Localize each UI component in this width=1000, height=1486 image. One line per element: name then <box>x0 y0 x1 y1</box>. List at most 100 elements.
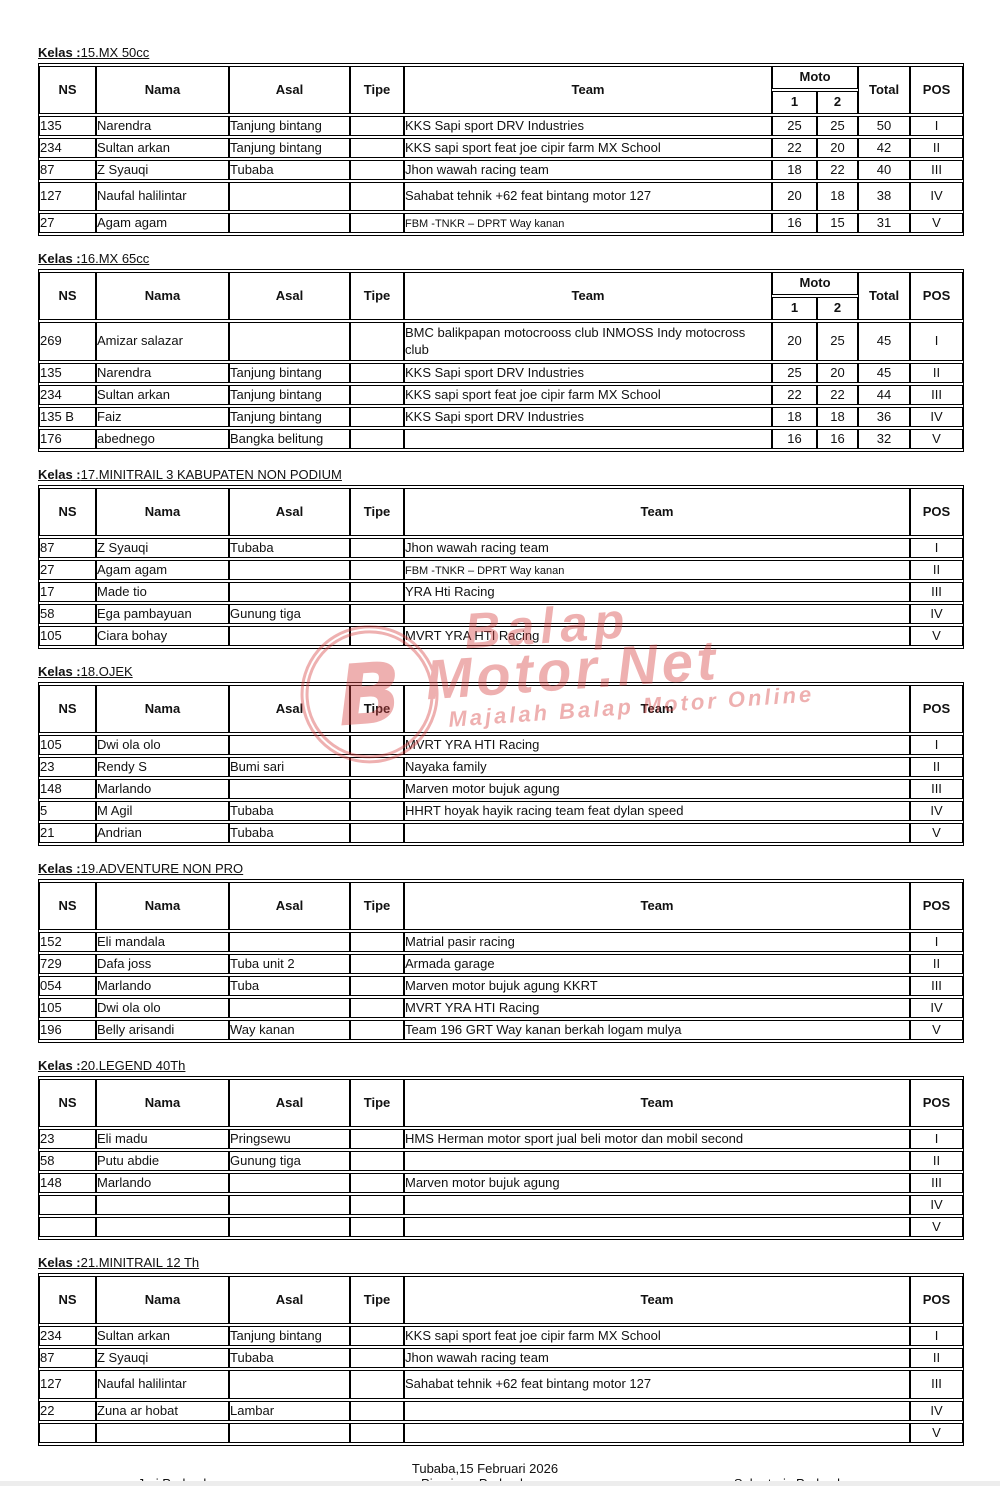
cell-asal: Tanjung bintang <box>229 407 350 427</box>
cell-total: 50 <box>858 116 911 136</box>
cell-pos: V <box>910 429 964 449</box>
results-table: NS Nama Asal Tipe Team Moto Total POS 1 2 135 Naren… <box>38 63 965 236</box>
cell-nama: Andrian <box>96 823 229 843</box>
table-row: 105 Dwi ola olo MVRT YRA HTI Racing IV <box>39 998 963 1018</box>
col-header-pos: POS <box>910 488 963 536</box>
cell-ns: 58 <box>39 604 96 624</box>
cell-tipe <box>350 385 404 405</box>
cell-pos: II <box>910 1151 963 1171</box>
cell-ns: 234 <box>39 1326 96 1346</box>
table-row: V <box>39 1423 963 1443</box>
col-header-pos: POS <box>910 66 964 114</box>
cell-asal: Tubaba <box>229 801 350 821</box>
cell-asal <box>229 213 350 233</box>
cell-nama: Naufal halilintar <box>96 1370 229 1399</box>
col-header-team: Team <box>404 1079 910 1127</box>
cell-moto2: 15 <box>817 213 859 233</box>
col-header-team: Team <box>404 272 772 320</box>
table-row: 234 Sultan arkan Tanjung bintang KKS sapi s… <box>39 385 964 405</box>
cell-tipe <box>350 757 404 777</box>
cell-team: Matrial pasir racing <box>404 932 910 952</box>
kelas-title: Kelas :17.MINITRAIL 3 KABUPATEN NON PODI… <box>38 467 962 482</box>
cell-pos: V <box>910 1423 963 1443</box>
cell-team <box>404 604 910 624</box>
cell-asal <box>229 735 350 755</box>
cell-pos: II <box>910 138 964 158</box>
cell-nama: Dwi ola olo <box>96 998 229 1018</box>
cell-tipe <box>350 1423 404 1443</box>
cell-team: YRA Hti Racing <box>404 582 910 602</box>
cell-pos: I <box>910 1326 963 1346</box>
cell-pos: II <box>910 954 963 974</box>
cell-pos: IV <box>910 801 963 821</box>
table-row: V <box>39 1217 963 1237</box>
cell-tipe <box>350 1401 404 1421</box>
cell-total: 38 <box>858 182 911 211</box>
header-row: NS Nama Asal Tipe Team POS <box>39 685 963 733</box>
cell-pos: V <box>910 626 963 646</box>
results-table: NS Nama Asal Tipe Team POS 87 Z Syauqi Tubaba Jho… <box>38 485 964 649</box>
cell-ns: 135 B <box>39 407 96 427</box>
cell-nama: Dafa joss <box>96 954 229 974</box>
table-row: 234 Sultan arkan Tanjung bintang KKS sapi s… <box>39 138 964 158</box>
kelas-value: 16.MX 65cc <box>80 251 150 266</box>
table-row: 234 Sultan arkan Tanjung bintang KKS sapi s… <box>39 1326 963 1346</box>
cell-ns: 23 <box>39 1129 96 1149</box>
cell-ns: 152 <box>39 932 96 952</box>
cell-team <box>404 1401 910 1421</box>
cell-asal: Tubaba <box>229 1348 350 1368</box>
table-row: 87 Z Syauqi Tubaba Jhon wawah racing team I <box>39 538 963 558</box>
col-header-asal: Asal <box>229 685 350 733</box>
kelas-title: Kelas :16.MX 65cc <box>38 251 962 266</box>
cell-team: KKS Sapi sport DRV Industries <box>404 407 772 427</box>
cell-moto2: 16 <box>817 429 859 449</box>
cell-pos: IV <box>910 182 964 211</box>
cell-team: Jhon wawah racing team <box>404 160 772 180</box>
cell-team: KKS Sapi sport DRV Industries <box>404 116 772 136</box>
cell-nama: Z Syauqi <box>96 1348 229 1368</box>
cell-pos: III <box>910 1173 963 1193</box>
cell-asal: Tubaba <box>229 538 350 558</box>
cell-pos: I <box>910 735 963 755</box>
table-row: 105 Ciara bohay MVRT YRA HTI Racing V <box>39 626 963 646</box>
cell-pos: IV <box>910 998 963 1018</box>
cell-ns: 21 <box>39 823 96 843</box>
cell-moto1: 22 <box>772 138 817 158</box>
cell-tipe <box>350 363 404 383</box>
cell-asal: Bangka belitung <box>229 429 350 449</box>
col-header-tipe: Tipe <box>350 488 404 536</box>
col-header-team: Team <box>404 66 772 114</box>
cell-team <box>404 1151 910 1171</box>
tables-container: Kelas :15.MX 50cc NS Nama Asal Tipe Team Moto T… <box>38 45 965 1446</box>
cell-ns: 87 <box>39 160 96 180</box>
cell-ns: 176 <box>39 429 96 449</box>
cell-moto1: 18 <box>772 407 817 427</box>
table-row: 58 Putu abdie Gunung tiga II <box>39 1151 963 1171</box>
table-row: 27 Agam agam FBM -TNKR – DPRT Way kanan II <box>39 560 963 580</box>
cell-pos: IV <box>910 407 964 427</box>
cell-asal <box>229 626 350 646</box>
cell-nama: Sultan arkan <box>96 1326 229 1346</box>
cell-tipe <box>350 582 404 602</box>
cell-nama: Marlando <box>96 779 229 799</box>
cell-nama <box>96 1423 229 1443</box>
cell-asal: Tanjung bintang <box>229 363 350 383</box>
cell-moto2: 18 <box>817 182 859 211</box>
cell-asal: Tuba <box>229 976 350 996</box>
cell-pos: II <box>910 363 964 383</box>
results-table: NS Nama Asal Tipe Team POS 23 Eli madu Pringsewu… <box>38 1076 964 1240</box>
cell-team: BMC balikpapan motocrooss club INMOSS In… <box>404 322 772 361</box>
cell-nama: Agam agam <box>96 213 229 233</box>
table-row: 148 Marlando Marven motor bujuk agung III <box>39 779 963 799</box>
table-row: 135 B Faiz Tanjung bintang KKS Sapi sport D… <box>39 407 964 427</box>
cell-moto1: 18 <box>772 160 817 180</box>
cell-team: MVRT YRA HTI Racing <box>404 998 910 1018</box>
col-header-pos: POS <box>910 882 963 930</box>
col-header-nama: Nama <box>96 1079 229 1127</box>
cell-ns: 27 <box>39 213 96 233</box>
kelas-value: 15.MX 50cc <box>80 45 150 60</box>
col-header-pos: POS <box>910 272 964 320</box>
col-header-nama: Nama <box>96 1276 229 1324</box>
cell-tipe <box>350 138 404 158</box>
cell-moto2: 25 <box>817 322 859 361</box>
